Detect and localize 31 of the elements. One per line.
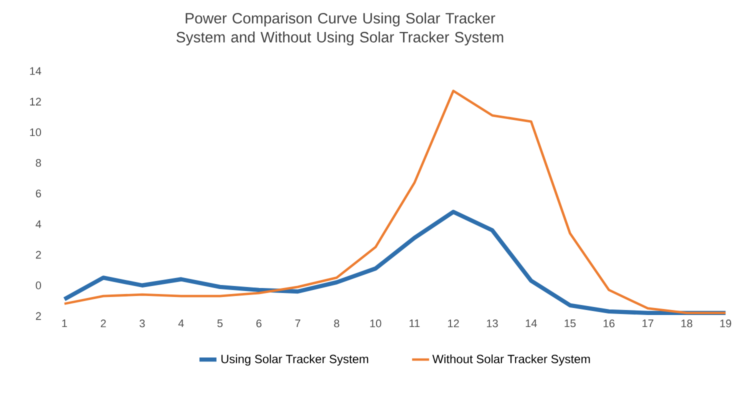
y-tick-label: 12 xyxy=(30,98,41,106)
x-tick-label: 6 xyxy=(256,320,262,328)
x-tick-label: 7 xyxy=(295,320,300,328)
x-tick-label: 4 xyxy=(178,320,184,328)
x-tick-label: 11 xyxy=(410,320,420,328)
legend-label: Without Solar Tracker System xyxy=(432,354,590,366)
chart-title: Power Comparison Curve Using Solar Tracker System and Without Using Solar Tracker System xyxy=(176,12,504,46)
x-tick-label: 2 xyxy=(100,320,106,328)
x-tick-label: 8 xyxy=(334,320,340,328)
y-tick-label: 10 xyxy=(30,128,42,136)
x-tick-label: 14 xyxy=(526,320,537,328)
x-tick-label: 5 xyxy=(217,320,223,328)
y-tick-label: 2 xyxy=(36,312,41,320)
y-tick-label: 8 xyxy=(36,159,41,167)
x-tick-label: 12 xyxy=(448,320,459,328)
x-tick-label: 13 xyxy=(486,320,498,328)
y-tick-label: 4 xyxy=(36,220,42,228)
x-tick-label: 16 xyxy=(604,320,614,328)
y-tick-label: 14 xyxy=(30,67,42,75)
legend-label: Using Solar Tracker System xyxy=(221,354,368,366)
y-tick-label: 2 xyxy=(36,250,41,259)
line-series xyxy=(63,90,727,314)
y-tick-label: 0 xyxy=(36,282,42,290)
x-tick-label: 19 xyxy=(720,320,732,328)
y-tick-label: 6 xyxy=(36,190,41,198)
x-tick-label: 10 xyxy=(370,320,382,328)
x-tick-label: 3 xyxy=(140,320,145,328)
x-tick-label: 18 xyxy=(681,320,692,328)
x-tick-label: 15 xyxy=(564,320,576,328)
x-tick-label: 17 xyxy=(642,320,654,328)
x-tick-label: 1 xyxy=(62,320,67,328)
